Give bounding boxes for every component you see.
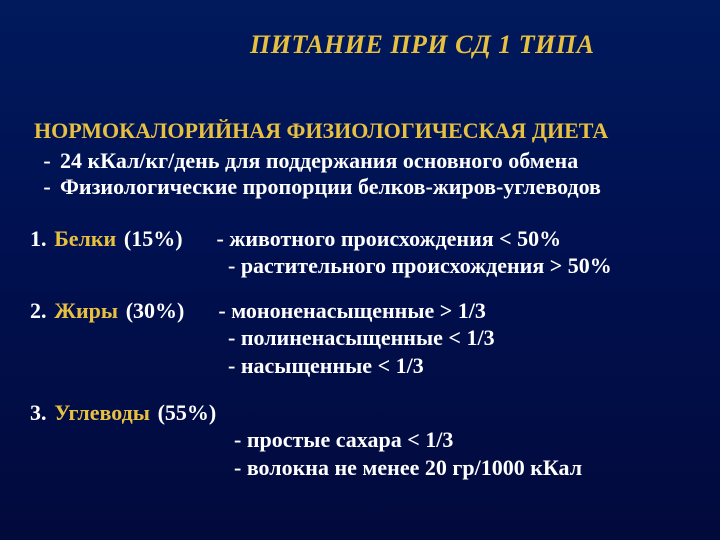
section-number: 1.	[30, 226, 47, 252]
section-proteins: 1. Белки (15%) - животного происхождения…	[30, 226, 690, 280]
slide-subtitle: НОРМОКАЛОРИЙНАЯ ФИЗИОЛОГИЧЕСКАЯ ДИЕТА	[34, 118, 690, 144]
section-head: 1. Белки (15%) - животного происхождения…	[30, 226, 690, 252]
section-detail: - насыщенные < 1/3	[228, 352, 690, 380]
slide-title: ПИТАНИЕ ПРИ СД 1 ТИПА	[250, 30, 690, 60]
section-detail: - волокна не менее 20 гр/1000 кКал	[234, 454, 690, 482]
section-detail: - полиненасыщенные < 1/3	[228, 324, 690, 352]
section-detail: - растительного происхождения > 50%	[228, 252, 690, 280]
section-percent: (55%)	[158, 400, 217, 426]
section-head: 2. Жиры (30%) - мононенасыщенные > 1/3	[30, 298, 690, 324]
section-percent: (30%)	[126, 298, 185, 324]
section-head: 3. Углеводы (55%)	[30, 400, 690, 426]
section-name: Белки	[54, 226, 116, 252]
section-fats: 2. Жиры (30%) - мононенасыщенные > 1/3 -…	[30, 298, 690, 379]
section-carbs: 3. Углеводы (55%) - простые сахара < 1/3…	[30, 400, 690, 481]
section-name: Углеводы	[54, 400, 150, 426]
section-detail: - простые сахара < 1/3	[234, 426, 690, 454]
intro-text: 24 кКал/кг/день для поддержания основног…	[60, 148, 690, 174]
section-detail: - мононенасыщенные > 1/3	[218, 298, 486, 324]
intro-block: - 24 кКал/кг/день для поддержания основн…	[34, 148, 690, 200]
section-number: 2.	[30, 298, 47, 324]
section-detail: - животного происхождения < 50%	[217, 226, 562, 252]
bullet-dash: -	[34, 174, 60, 200]
bullet-dash: -	[34, 148, 60, 174]
intro-line: - 24 кКал/кг/день для поддержания основн…	[34, 148, 690, 174]
intro-text: Физиологические пропорции белков-жиров-у…	[60, 174, 690, 200]
intro-line: - Физиологические пропорции белков-жиров…	[34, 174, 690, 200]
section-number: 3.	[30, 400, 47, 426]
section-name: Жиры	[54, 298, 118, 324]
section-percent: (15%)	[124, 226, 183, 252]
